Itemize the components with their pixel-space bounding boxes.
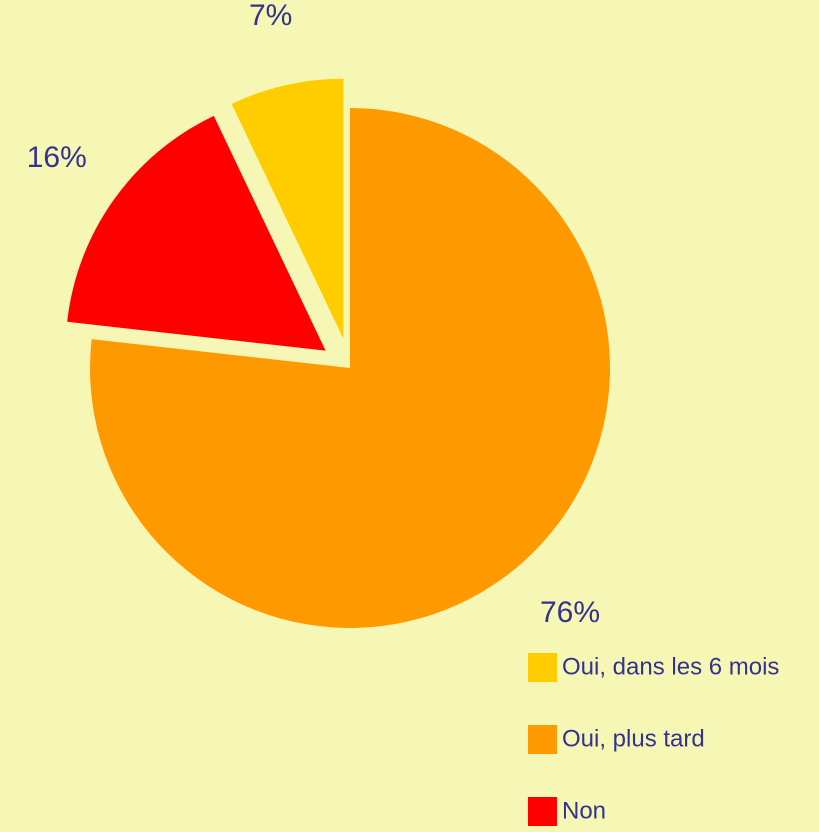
legend-swatch <box>528 797 557 826</box>
slice-label: 7% <box>249 0 292 32</box>
slice-label: 16% <box>27 141 87 174</box>
pie-slice <box>89 108 610 628</box>
slice-label: 76% <box>540 596 600 629</box>
legend-swatch <box>528 725 557 754</box>
pie-slice <box>231 78 344 339</box>
legend-label: Oui, plus tard <box>562 725 705 752</box>
legend-label: Non <box>562 797 606 824</box>
legend-swatch <box>528 653 557 682</box>
pie-slice <box>67 115 326 351</box>
legend-label: Oui, dans les 6 mois <box>562 653 779 680</box>
